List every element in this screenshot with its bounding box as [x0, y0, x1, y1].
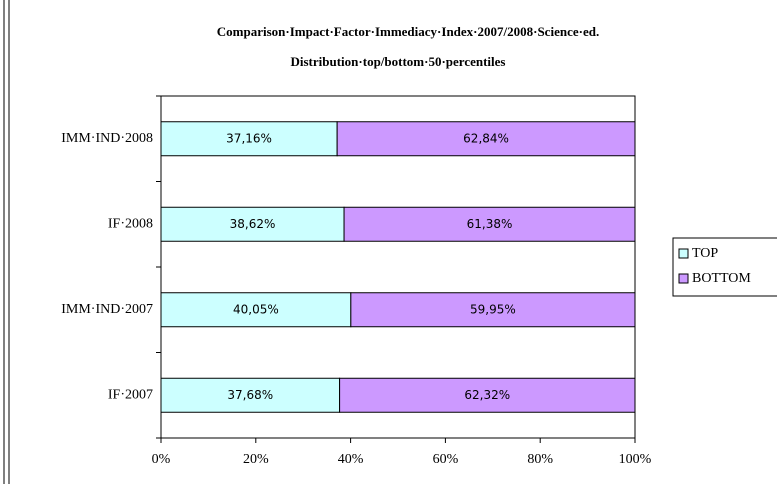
- legend-swatch: [678, 273, 689, 284]
- bar-segment: [350, 292, 636, 328]
- bar-segment: [160, 292, 352, 328]
- bar-segment: [160, 377, 341, 413]
- bar-segment: [343, 206, 636, 242]
- chart-title: Comparison·Impact·Factor·Immediacy·Index…: [217, 24, 599, 39]
- legend-swatch: [678, 248, 689, 259]
- value-label: 40,05%: [233, 302, 279, 316]
- x-tick-label: 40%: [338, 452, 364, 467]
- bar-segment: [336, 121, 636, 157]
- value-label: 62,32%: [464, 388, 510, 402]
- y-tick-label: IMM·IND·2007: [61, 302, 153, 317]
- chart-subtitle: Distribution·top/bottom·50·percentiles: [291, 54, 506, 69]
- x-tick-label: 20%: [243, 452, 269, 467]
- legend-label: TOP: [692, 246, 718, 261]
- value-label: 37,16%: [226, 131, 272, 145]
- value-label: 38,62%: [230, 217, 276, 231]
- legend-box: [672, 237, 777, 297]
- value-label: 62,84%: [463, 131, 509, 145]
- bar-segment: [339, 377, 636, 413]
- value-label: 61,38%: [467, 217, 513, 231]
- value-label: 59,95%: [470, 302, 516, 316]
- x-tick-label: 80%: [527, 452, 553, 467]
- x-tick-label: 100%: [619, 452, 652, 467]
- y-tick-label: IF·2008: [108, 216, 153, 231]
- bar-segment: [160, 121, 338, 157]
- x-tick-label: 0%: [152, 452, 171, 467]
- x-tick-label: 60%: [433, 452, 459, 467]
- y-tick-label: IMM·IND·2008: [61, 131, 153, 146]
- legend-label: BOTTOM: [692, 271, 751, 286]
- y-tick-label: IF·2007: [108, 387, 153, 402]
- bar-segment: [160, 206, 345, 242]
- value-label: 37,68%: [227, 388, 273, 402]
